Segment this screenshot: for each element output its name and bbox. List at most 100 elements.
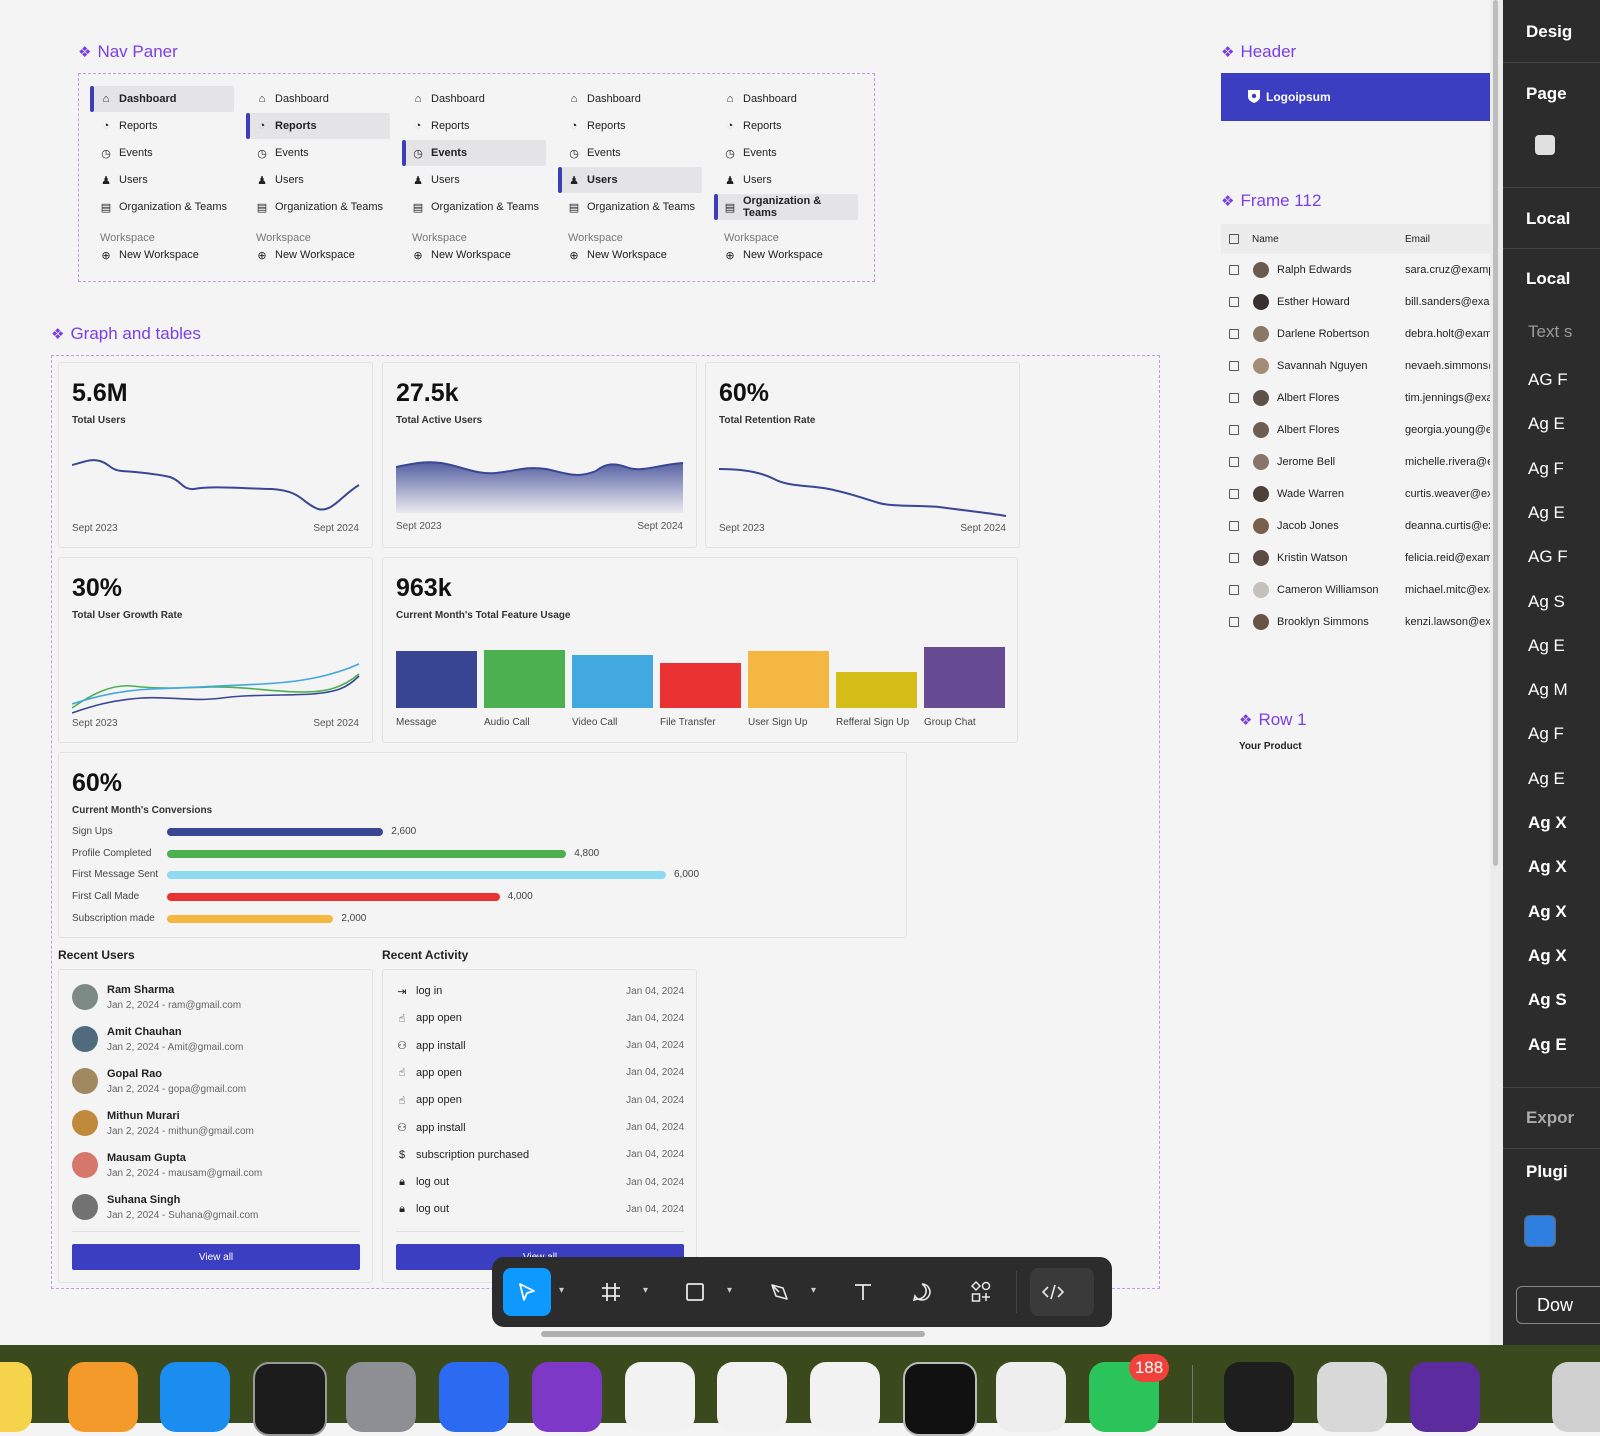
nav-item-dashboard[interactable]: ⌂ Dashboard xyxy=(716,86,858,112)
nav-item-events[interactable]: ◷ Events xyxy=(716,140,858,166)
text-tool-button[interactable] xyxy=(839,1268,887,1316)
nav-item-reports[interactable]: ◔ Reports xyxy=(560,113,702,139)
pen-tool-button[interactable] xyxy=(755,1268,803,1316)
column-header-email[interactable]: Email xyxy=(1405,233,1431,245)
row-checkbox[interactable] xyxy=(1229,489,1239,499)
text-style-item[interactable]: Ag M xyxy=(1528,680,1568,700)
nav-item-users[interactable]: ♟ Users xyxy=(716,167,858,193)
nav-item-dashboard[interactable]: ⌂ Dashboard xyxy=(404,86,546,112)
list-item[interactable]: Gopal Rao Jan 2, 2024 - gopa@gmail.com xyxy=(72,1062,360,1102)
comment-tool-button[interactable] xyxy=(898,1268,946,1316)
list-item[interactable]: ☝ app open Jan 04, 2024 xyxy=(396,1060,684,1086)
nav-item-events[interactable]: ◷ Events xyxy=(248,140,390,166)
chevron-down-icon[interactable]: ▾ xyxy=(727,1285,733,1296)
finder-app-icon[interactable] xyxy=(1552,1362,1600,1432)
list-item[interactable]: ⇥ log in Jan 04, 2024 xyxy=(396,978,684,1004)
table-row[interactable]: Wade Warren curtis.weaver@exan xyxy=(1221,478,1503,510)
list-item[interactable]: Amit Chauhan Jan 2, 2024 - Amit@gmail.com xyxy=(72,1020,360,1060)
text-style-item[interactable]: Ag S xyxy=(1528,990,1567,1010)
podcasts-app-icon[interactable] xyxy=(532,1362,602,1432)
nav-item-events[interactable]: ◷ Events xyxy=(92,140,234,166)
nav-item-dashboard[interactable]: ⌂ Dashboard xyxy=(560,86,702,112)
row-checkbox[interactable] xyxy=(1229,617,1239,627)
chevron-down-icon[interactable]: ▾ xyxy=(643,1285,649,1296)
list-item[interactable]: ☝ app open Jan 04, 2024 xyxy=(396,1005,684,1031)
nav-item-dashboard[interactable]: ⌂ Dashboard xyxy=(90,86,234,112)
text-style-item[interactable]: Ag E xyxy=(1528,1034,1567,1054)
system-settings-icon[interactable] xyxy=(346,1362,416,1432)
app-store-icon[interactable] xyxy=(160,1362,230,1432)
pages-app-icon[interactable] xyxy=(68,1362,138,1432)
text-style-item[interactable]: Ag E xyxy=(1528,768,1565,788)
view-all-users-button[interactable]: View all xyxy=(72,1244,360,1270)
row-checkbox[interactable] xyxy=(1229,553,1239,563)
new-workspace-button[interactable]: ⊕ New Workspace xyxy=(404,244,546,266)
edge-app-icon[interactable] xyxy=(717,1362,787,1432)
notes-app-icon[interactable] xyxy=(0,1362,32,1432)
table-row[interactable]: Albert Flores georgia.young@exa xyxy=(1221,414,1503,446)
table-row[interactable]: Ralph Edwards sara.cruz@example. xyxy=(1221,254,1503,286)
text-style-item[interactable]: Ag F xyxy=(1528,724,1564,744)
table-row[interactable]: Savannah Nguyen nevaeh.simmons@e xyxy=(1221,350,1503,382)
row-checkbox[interactable] xyxy=(1229,329,1239,339)
row-checkbox[interactable] xyxy=(1229,585,1239,595)
list-item[interactable]: 🔒︎ log out Jan 04, 2024 xyxy=(396,1169,684,1195)
design-tab[interactable]: Desig xyxy=(1526,22,1573,41)
table-row[interactable]: Brooklyn Simmons kenzi.lawson@exam xyxy=(1221,606,1503,638)
zoom-app-icon[interactable] xyxy=(439,1362,509,1432)
text-style-item[interactable]: Ag X xyxy=(1528,857,1567,877)
table-row[interactable]: Kristin Watson felicia.reid@exampl xyxy=(1221,542,1503,574)
header-frame-title[interactable]: ❖ Header xyxy=(1221,42,1296,62)
nav-item-organization-teams[interactable]: ▤ Organization & Teams xyxy=(92,194,234,220)
nav-item-organization-teams[interactable]: ▤ Organization & Teams xyxy=(714,194,858,220)
nav-item-organization-teams[interactable]: ▤ Organization & Teams xyxy=(404,194,546,220)
new-workspace-button[interactable]: ⊕ New Workspace xyxy=(92,244,234,266)
text-style-item[interactable]: Ag X xyxy=(1528,813,1567,832)
text-style-item[interactable]: Ag E xyxy=(1528,502,1565,522)
nav-item-users[interactable]: ♟ Users xyxy=(558,167,702,193)
column-header-name[interactable]: Name xyxy=(1252,233,1279,245)
list-item[interactable]: Suhana Singh Jan 2, 2024 - Suhana@gmail.c… xyxy=(72,1188,360,1228)
vertical-scrollbar-thumb[interactable] xyxy=(1493,0,1498,866)
nav-item-reports[interactable]: ◔ Reports xyxy=(404,113,546,139)
text-style-item[interactable]: Ag E xyxy=(1528,635,1565,655)
frame-tool-button[interactable] xyxy=(587,1268,635,1316)
safari-app-icon[interactable] xyxy=(625,1362,695,1432)
list-item[interactable]: Mausam Gupta Jan 2, 2024 - mausam@gmail.c… xyxy=(72,1146,360,1186)
nav-item-reports[interactable]: ◔ Reports xyxy=(92,113,234,139)
chevron-down-icon[interactable]: ▾ xyxy=(559,1285,565,1296)
figma-app-icon[interactable] xyxy=(1224,1362,1294,1432)
nav-item-organization-teams[interactable]: ▤ Organization & Teams xyxy=(560,194,702,220)
text-style-item[interactable]: AG F xyxy=(1528,370,1568,389)
row-checkbox[interactable] xyxy=(1229,297,1239,307)
select-all-checkbox[interactable] xyxy=(1229,234,1239,244)
activity-monitor-icon[interactable] xyxy=(253,1362,327,1436)
text-style-item[interactable]: AG F xyxy=(1528,547,1568,567)
new-workspace-button[interactable]: ⊕ New Workspace xyxy=(716,244,858,266)
nav-paner-frame-title[interactable]: ❖ Nav Paner xyxy=(78,42,178,62)
text-style-item[interactable]: Ag X xyxy=(1528,945,1567,965)
list-item[interactable]: 🔒︎ log out Jan 04, 2024 xyxy=(396,1196,684,1222)
affinity-app-icon[interactable] xyxy=(1410,1362,1480,1432)
new-workspace-button[interactable]: ⊕ New Workspace xyxy=(248,244,390,266)
row-checkbox[interactable] xyxy=(1229,521,1239,531)
nav-item-events[interactable]: ◷ Events xyxy=(560,140,702,166)
plugin-icon[interactable] xyxy=(1524,1215,1556,1247)
table-row[interactable]: Esther Howard bill.sanders@examp xyxy=(1221,286,1503,318)
font-book-app-icon[interactable] xyxy=(1317,1362,1387,1432)
text-style-item[interactable]: Ag F xyxy=(1528,458,1564,478)
row-checkbox[interactable] xyxy=(1229,393,1239,403)
list-item[interactable]: ⚇ app install Jan 04, 2024 xyxy=(396,1033,684,1059)
table-row[interactable]: Darlene Robertson debra.holt@exampl xyxy=(1221,318,1503,350)
vertical-scrollbar-track[interactable] xyxy=(1490,0,1503,1345)
list-item[interactable]: Ram Sharma Jan 2, 2024 - ram@gmail.com xyxy=(72,978,360,1018)
row-checkbox[interactable] xyxy=(1229,457,1239,467)
text-style-item[interactable]: Ag S xyxy=(1528,591,1565,611)
row1-frame-title[interactable]: ❖ Row 1 xyxy=(1239,710,1307,730)
nav-item-users[interactable]: ♟ Users xyxy=(404,167,546,193)
nav-item-users[interactable]: ♟ Users xyxy=(92,167,234,193)
table-row[interactable]: Albert Flores tim.jennings@exam xyxy=(1221,382,1503,414)
nav-item-users[interactable]: ♟ Users xyxy=(248,167,390,193)
logo[interactable]: Logoipsum xyxy=(1247,89,1331,104)
list-item[interactable]: ⚇ app install Jan 04, 2024 xyxy=(396,1115,684,1141)
